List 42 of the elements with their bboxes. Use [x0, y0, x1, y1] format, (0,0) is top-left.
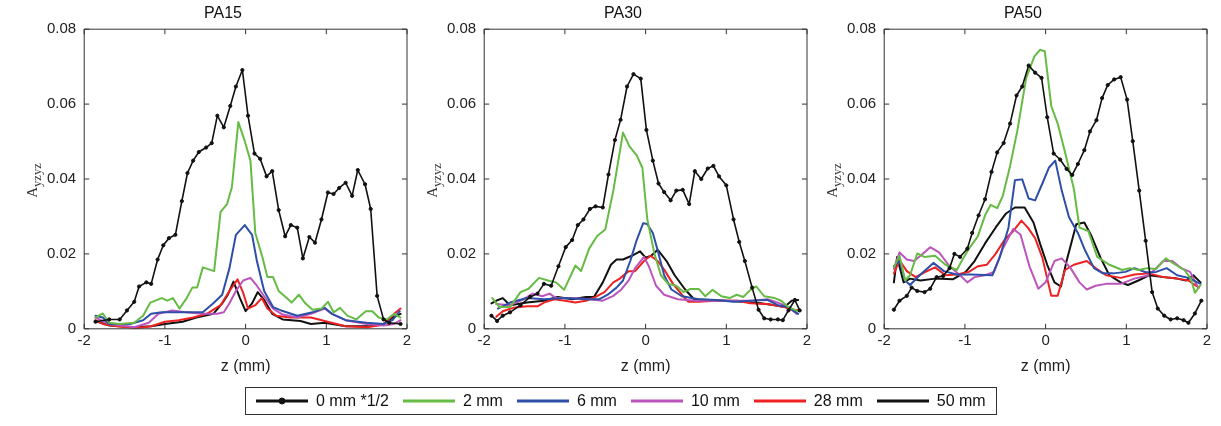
y-tick-label: 0.04: [46, 169, 77, 187]
x-tick-label: -2: [77, 330, 91, 348]
x-tick-label: 0: [641, 330, 650, 348]
x-tick-label: 2: [402, 330, 412, 348]
y-tick-label: 0: [867, 318, 877, 336]
x-tick-label: 2: [1202, 330, 1212, 348]
y-tick-label: 0: [467, 318, 477, 336]
legend-label: 2 mm: [462, 392, 503, 410]
x-tick-label: -1: [558, 330, 572, 348]
x-tick-label: -2: [477, 330, 491, 348]
y-tick-label: 0.02: [846, 244, 877, 262]
y-tick-label: 0.08: [846, 19, 877, 37]
legend-label: 0 mm *1/2: [316, 392, 389, 410]
x-axis-title: z (mm): [1020, 356, 1071, 374]
y-tick-label: 0.06: [446, 94, 477, 112]
legend-label: 10 mm: [690, 392, 740, 410]
x-tick-label: 1: [322, 330, 331, 348]
legend-label: 28 mm: [813, 392, 863, 410]
y-tick-label: 0.02: [446, 244, 477, 262]
x-tick-label: -2: [877, 330, 891, 348]
chart-title: PA30: [604, 4, 643, 22]
x-tick-label: -1: [158, 330, 172, 348]
x-tick-label: 1: [1122, 330, 1131, 348]
y-tick-label: 0.02: [46, 244, 77, 262]
x-tick-label: 0: [241, 330, 250, 348]
x-tick-label: 0: [1041, 330, 1050, 348]
y-tick-label: 0.04: [846, 169, 877, 187]
x-tick-label: 1: [722, 330, 731, 348]
x-tick-label: -1: [958, 330, 972, 348]
x-axis-title: z (mm): [220, 356, 271, 374]
y-tick-label: 0.08: [446, 19, 477, 37]
y-tick-label: 0.08: [46, 19, 77, 37]
chart-title: PA15: [204, 4, 243, 22]
y-tick-label: 0.04: [446, 169, 477, 187]
x-axis-title: z (mm): [620, 356, 671, 374]
legend-label: 50 mm: [936, 392, 986, 410]
legend-label: 6 mm: [576, 392, 617, 410]
y-tick-label: 0.06: [46, 94, 77, 112]
y-tick-label: 0: [67, 318, 77, 336]
x-tick-label: 2: [802, 330, 812, 348]
y-tick-label: 0.06: [846, 94, 877, 112]
chart-title: PA50: [1004, 4, 1043, 22]
